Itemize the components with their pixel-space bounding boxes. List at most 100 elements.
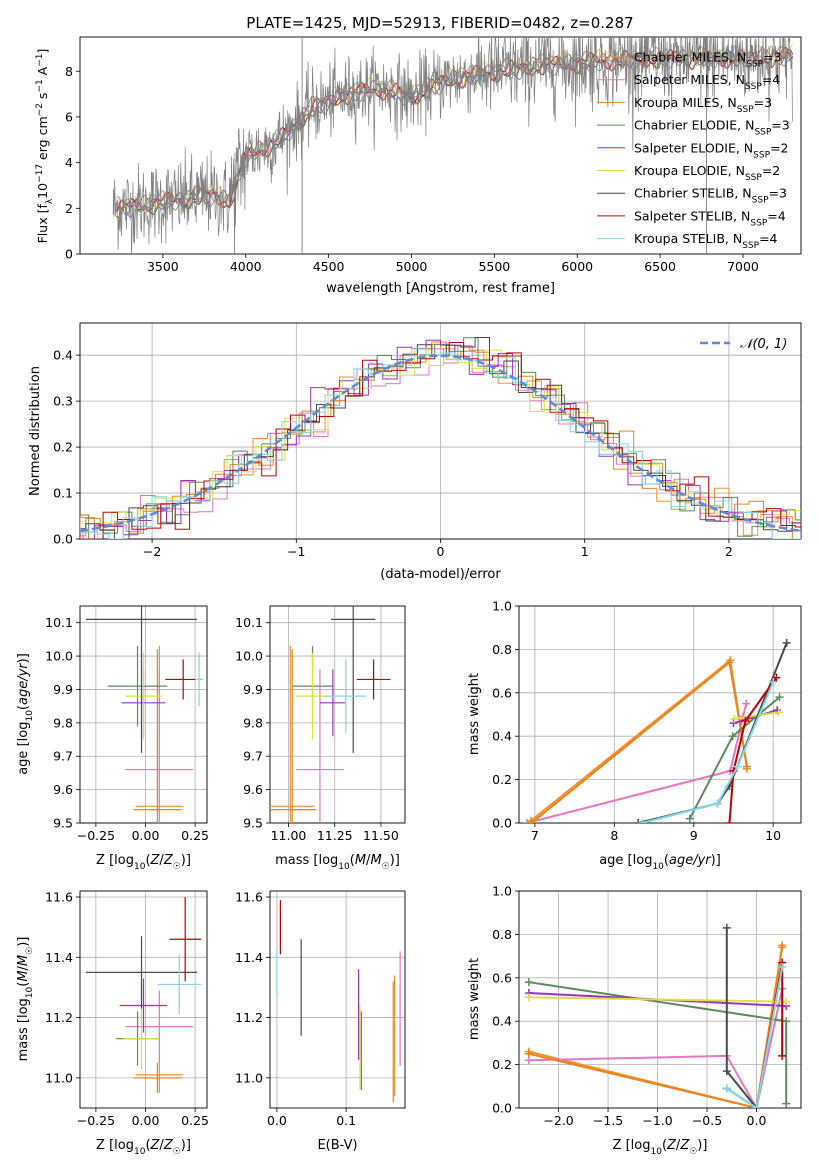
- weight-line: [531, 660, 748, 823]
- y-tick-label: 9.8: [243, 715, 263, 730]
- weight-line: [734, 711, 779, 720]
- y-tick-label: 9.5: [53, 816, 73, 831]
- y-tick-label: 11.2: [45, 1010, 73, 1025]
- y-tick-label: 0.8: [492, 927, 512, 942]
- y-tick-label: 0.1: [53, 486, 73, 501]
- x-tick-label: 6000: [561, 259, 593, 274]
- y-tick-label: 4: [65, 155, 73, 170]
- residual-histogram: [80, 342, 801, 539]
- residual-histogram: [80, 337, 801, 539]
- x-tick-label: −0.5: [692, 1113, 722, 1128]
- weight-marker: [778, 943, 787, 952]
- weight-line: [637, 642, 788, 823]
- y-tick-label: 0.0: [492, 1101, 512, 1116]
- x-tick-label: 6500: [644, 259, 676, 274]
- histogram-ylabel: Normed distribution: [28, 366, 43, 496]
- y-tick-label: 10.0: [45, 649, 73, 664]
- y-tick-label: 9.7: [53, 749, 73, 764]
- legend-label: Kroupa STELIB, NSSP=4: [634, 231, 778, 251]
- weight-marker: [728, 732, 737, 741]
- weight-vs-Z-ylabel: mass weight: [467, 958, 482, 1040]
- weight-marker: [782, 1099, 791, 1108]
- weight-marker: [769, 677, 778, 686]
- weight-marker: [742, 762, 751, 771]
- weight-line: [726, 966, 784, 1108]
- weight-marker: [524, 993, 533, 1002]
- weight-vs-age-frame: [518, 605, 802, 824]
- weight-line: [528, 988, 784, 1108]
- weight-vs-Z-axes: −2.0 −1.5 −1.0 −0.5 0.0 0.0 0.2 0.4 0.6 0.8 1.0: [492, 884, 802, 1128]
- normal-curve: [80, 354, 801, 533]
- weight-vs-Z-frame: [518, 890, 802, 1109]
- y-tick-label: 9.8: [53, 715, 73, 730]
- weight-marker: [778, 1051, 787, 1060]
- x-tick-label: 8: [610, 828, 618, 843]
- y-tick-label: 1.0: [492, 599, 512, 614]
- mass-vs-EBV-xlabel: E(B-V): [317, 1138, 357, 1153]
- legend-label: Chabrier ELODIE, NSSP=3: [634, 118, 790, 138]
- weight-marker: [775, 693, 784, 702]
- x-tick-label: −2: [143, 544, 161, 559]
- x-tick-label: −1.0: [642, 1113, 672, 1128]
- age-vs-mass-plot: [270, 606, 391, 823]
- weight-marker: [742, 699, 751, 708]
- y-tick-label: 11.6: [45, 890, 73, 905]
- weight-marker: [638, 819, 647, 823]
- x-tick-label: 9: [690, 828, 698, 843]
- y-tick-label: 0.8: [492, 642, 512, 657]
- y-tick-label: 10.1: [45, 615, 73, 630]
- x-tick-label: 5000: [396, 259, 428, 274]
- mass-vs-Z-frame: [79, 890, 208, 1109]
- mass-vs-Z-axes: −0.25 0.00 0.25 11.0 11.2 11.4 11.6: [45, 890, 209, 1128]
- weight-marker: [524, 1049, 533, 1058]
- normal-legend-label: 𝒩(0, 1): [740, 337, 787, 352]
- x-tick-label: 0.0: [267, 1113, 287, 1128]
- weight-vs-age-ylabel: mass weight: [467, 673, 482, 755]
- age-vs-Z-xlabel: Z [log10(Z/Z☉)]: [96, 853, 191, 872]
- weight-marker: [522, 819, 531, 823]
- figure-title: PLATE=1425, MJD=52913, FIBERID=0482, z=0…: [246, 14, 633, 32]
- x-tick-label: −0.25: [77, 1113, 115, 1128]
- y-tick-label: 0.0: [492, 816, 512, 831]
- x-tick-label: 10: [765, 828, 781, 843]
- x-tick-label: 11.00: [271, 828, 307, 843]
- weight-marker: [722, 1067, 731, 1076]
- x-tick-label: −1.5: [593, 1113, 623, 1128]
- y-tick-label: 8: [65, 64, 73, 79]
- x-tick-label: 0.25: [181, 1113, 209, 1128]
- age-vs-Z-ylabel: age [log10(age/yr)]: [16, 653, 35, 775]
- x-tick-label: 2: [725, 544, 733, 559]
- x-tick-label: 0.00: [132, 828, 160, 843]
- spectrum-xlabel: wavelength [Angstrom, rest frame]: [326, 281, 555, 296]
- y-tick-label: 11.4: [45, 950, 73, 965]
- weight-marker: [713, 799, 722, 808]
- weight-line: [528, 947, 784, 1108]
- mass-vs-EBV-axes: 0.0 0.1 11.0 11.2 11.4 11.6: [235, 890, 406, 1128]
- weight-line: [528, 996, 787, 1003]
- weight-marker: [634, 819, 643, 823]
- y-tick-label: 0.6: [492, 685, 512, 700]
- residual-histogram: [80, 339, 801, 539]
- mass-vs-Z-ylabel: mass [log10(M/M☉)]: [16, 937, 35, 1062]
- weight-marker: [782, 997, 791, 1006]
- legend-label: Chabrier MILES, NSSP=3: [634, 50, 782, 70]
- x-tick-label: 4000: [230, 259, 262, 274]
- age-vs-mass-frame: [269, 605, 406, 824]
- weight-marker: [722, 923, 731, 932]
- x-tick-label: 1: [581, 544, 589, 559]
- histogram-frame: [79, 322, 802, 540]
- y-tick-label: 0.4: [492, 729, 512, 744]
- y-tick-label: 10.1: [235, 615, 263, 630]
- weight-marker: [741, 717, 750, 726]
- legend-label: Salpeter MILES, NSSP=4: [634, 72, 780, 92]
- y-tick-label: 11.2: [235, 1010, 263, 1025]
- mass-vs-Z-xlabel: Z [log10(Z/Z☉)]: [96, 1138, 191, 1157]
- y-tick-label: 1.0: [492, 884, 512, 899]
- x-tick-label: 11.25: [317, 828, 353, 843]
- y-tick-label: 9.6: [53, 782, 73, 797]
- legend-label: Salpeter STELIB, NSSP=4: [634, 208, 786, 228]
- spectrum-axes: 3500 4000 4500 5000 5500 6000 6500 7000 0 2 4 6 8: [65, 36, 802, 274]
- x-tick-label: 7: [531, 828, 539, 843]
